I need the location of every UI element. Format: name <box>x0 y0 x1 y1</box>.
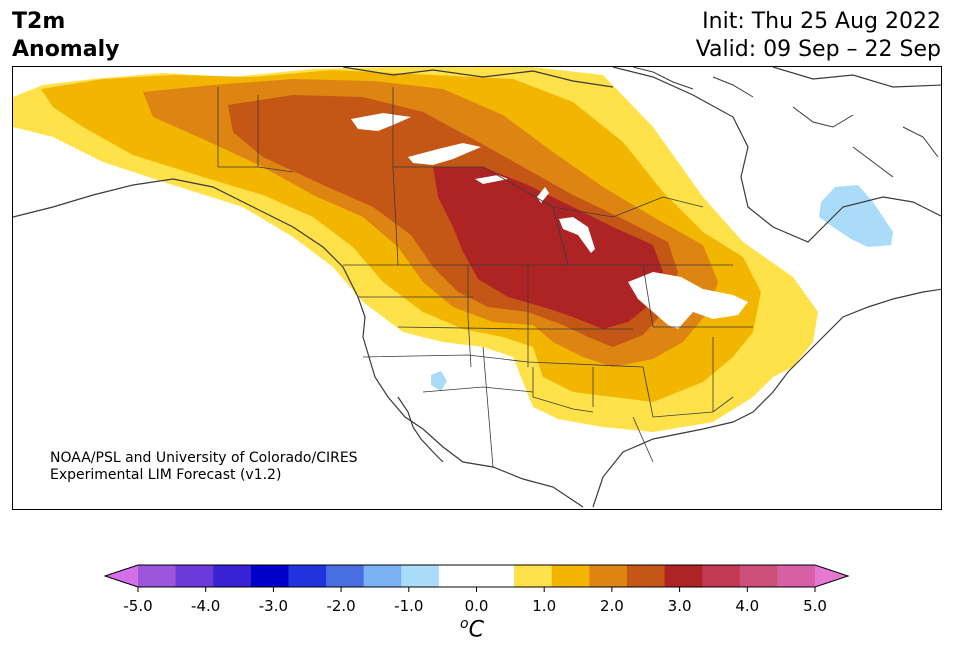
credit-line-2: Experimental LIM Forecast (v1.2) <box>50 467 282 483</box>
unit-degree: o <box>460 616 469 632</box>
colorbar-tick-label: -2.0 <box>326 597 355 615</box>
colorbar-extend-low <box>105 565 138 587</box>
colorbar-ticks: -5.0 -4.0 -3.0 -2.0 -1.0 0.0 1.0 2.0 3.0 4.0 5.0 <box>123 587 827 615</box>
colorbar-swatches <box>103 564 850 588</box>
anomaly-region-neg-1 <box>819 185 893 247</box>
colorbar-swatch <box>401 565 440 587</box>
colorbar-swatch <box>438 565 477 587</box>
anomaly-map: NOAA/PSL and University of Colorado/CIRE… <box>12 66 942 510</box>
credit-text: NOAA/PSL and University of Colorado/CIRE… <box>50 450 358 484</box>
lake-athabasca <box>475 175 508 184</box>
colorbar-swatch <box>777 565 816 587</box>
colorbar-tick-label: -1.0 <box>394 597 423 615</box>
lake-small <box>537 187 549 203</box>
colorbar-tick-label: 4.0 <box>735 597 759 615</box>
colorbar-tick-label: -5.0 <box>123 597 152 615</box>
coastlines <box>13 67 941 508</box>
unit-letter: C <box>468 617 484 643</box>
colorbar-swatch <box>626 565 666 587</box>
great-slave-lake <box>351 113 411 131</box>
colorbar-swatch <box>514 565 553 587</box>
colorbar-tick-label: 1.0 <box>532 597 556 615</box>
great-bear-lake <box>408 143 481 165</box>
init-date: Init: Thu 25 Aug 2022 <box>702 9 941 34</box>
colorbar-swatch <box>664 565 703 587</box>
colorbar-swatch <box>213 565 252 587</box>
map-title: T2m Anomaly <box>12 8 119 64</box>
colorbar-swatch <box>589 565 628 587</box>
colorbar-swatch <box>288 565 327 587</box>
colorbar-swatch <box>702 565 741 587</box>
colorbar-tick-label: 0.0 <box>465 597 489 615</box>
colorbar-tick-label: 3.0 <box>668 597 692 615</box>
colorbar-swatch <box>551 565 590 587</box>
colorbar-swatch <box>250 565 289 587</box>
colorbar-swatch <box>363 565 402 587</box>
islands <box>632 67 939 178</box>
colorbar-tick-label: 5.0 <box>803 597 827 615</box>
colorbar-tick-label: 2.0 <box>600 597 624 615</box>
colorbar-swatch <box>175 565 214 587</box>
colorbar-tick-label: -4.0 <box>191 597 220 615</box>
lake-winnipeg <box>559 217 595 253</box>
anomaly-region-neg-1-small <box>431 371 447 391</box>
credit-line-1: NOAA/PSL and University of Colorado/CIRE… <box>50 450 358 466</box>
great-lakes <box>628 272 748 329</box>
colorbar-extend-high <box>815 565 848 587</box>
colorbar-swatch <box>476 565 515 587</box>
colorbar-swatch <box>138 565 177 587</box>
title-line-1: T2m <box>12 9 66 34</box>
unit-label: oC <box>460 616 484 642</box>
map-canvas <box>13 67 941 508</box>
valid-period: Valid: 09 Sep – 22 Sep <box>695 37 941 62</box>
colorbar-swatch <box>326 565 365 587</box>
colorbar-tick-label: -3.0 <box>259 597 288 615</box>
political-borders <box>217 87 753 468</box>
anomaly-region-3 <box>433 167 663 329</box>
title-line-2: Anomaly <box>12 37 120 62</box>
forecast-dates: Init: Thu 25 Aug 2022 Valid: 09 Sep – 22… <box>696 8 941 64</box>
colorbar-swatch <box>739 565 778 587</box>
